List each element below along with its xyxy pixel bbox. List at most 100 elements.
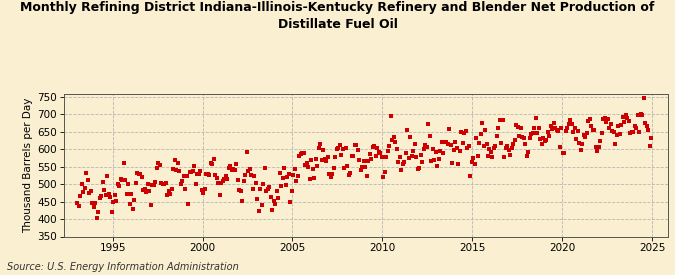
Point xyxy=(394,155,405,159)
Point xyxy=(74,204,84,208)
Point xyxy=(285,199,296,204)
Point xyxy=(537,142,547,147)
Point xyxy=(601,120,612,124)
Point xyxy=(90,201,101,205)
Point xyxy=(295,152,306,156)
Point xyxy=(469,162,480,166)
Point xyxy=(612,133,622,138)
Point xyxy=(351,143,362,147)
Point xyxy=(485,150,496,155)
Point xyxy=(619,120,630,124)
Point xyxy=(622,116,632,120)
Point xyxy=(383,144,394,148)
Point xyxy=(78,190,89,194)
Point xyxy=(639,96,649,101)
Point xyxy=(418,147,429,152)
Point xyxy=(261,189,271,193)
Point xyxy=(526,132,537,136)
Point xyxy=(107,210,117,214)
Point xyxy=(123,182,134,186)
Point xyxy=(474,141,485,145)
Point xyxy=(255,187,266,191)
Point xyxy=(409,142,420,146)
Point xyxy=(284,172,294,176)
Point xyxy=(182,173,192,178)
Point xyxy=(114,183,125,188)
Point xyxy=(352,148,363,152)
Point xyxy=(282,175,293,180)
Point xyxy=(147,183,158,188)
Point xyxy=(178,174,189,178)
Point xyxy=(403,156,414,160)
Point xyxy=(464,174,475,178)
Point xyxy=(408,148,418,153)
Point xyxy=(88,205,99,209)
Point xyxy=(322,155,333,159)
Point xyxy=(219,177,230,182)
Point xyxy=(585,117,595,122)
Point xyxy=(84,191,95,196)
Point xyxy=(544,134,555,139)
Point xyxy=(298,151,309,155)
Point xyxy=(109,193,120,197)
Point xyxy=(610,142,621,147)
Point xyxy=(142,182,153,186)
Point xyxy=(238,179,249,183)
Point xyxy=(172,161,183,165)
Y-axis label: Thousand Barrels per Day: Thousand Barrels per Day xyxy=(23,97,33,233)
Point xyxy=(613,124,624,128)
Point xyxy=(176,182,186,186)
Point xyxy=(454,148,465,153)
Point xyxy=(614,132,625,137)
Point xyxy=(115,177,126,182)
Point xyxy=(616,123,627,127)
Point xyxy=(618,115,628,120)
Point xyxy=(240,172,250,177)
Point xyxy=(334,143,345,148)
Point xyxy=(72,201,83,205)
Point xyxy=(376,155,387,159)
Point xyxy=(478,144,489,148)
Point xyxy=(186,170,196,174)
Point xyxy=(463,144,474,148)
Point xyxy=(511,123,522,127)
Point xyxy=(333,146,344,151)
Point xyxy=(244,166,255,171)
Point xyxy=(304,177,315,181)
Point xyxy=(466,160,477,165)
Point xyxy=(277,176,288,180)
Point xyxy=(570,126,580,130)
Point xyxy=(99,188,110,192)
Point xyxy=(470,136,481,140)
Point xyxy=(315,142,325,146)
Point xyxy=(306,158,317,163)
Point xyxy=(303,165,314,170)
Point xyxy=(265,195,276,199)
Point xyxy=(195,169,206,173)
Point xyxy=(572,129,583,133)
Point xyxy=(264,185,275,189)
Point xyxy=(163,189,174,193)
Point xyxy=(102,174,113,179)
Point xyxy=(566,121,577,126)
Point xyxy=(522,154,533,158)
Point xyxy=(108,199,119,204)
Point xyxy=(493,126,504,130)
Point xyxy=(340,146,351,150)
Point xyxy=(555,145,566,149)
Point xyxy=(355,168,366,172)
Point xyxy=(396,168,406,172)
Point xyxy=(232,178,243,183)
Point xyxy=(297,150,308,155)
Point xyxy=(335,153,346,158)
Point xyxy=(399,160,410,164)
Point xyxy=(427,146,438,151)
Point xyxy=(339,165,350,170)
Point xyxy=(562,126,573,131)
Point xyxy=(222,177,233,182)
Point xyxy=(456,130,466,134)
Point xyxy=(156,180,167,185)
Point xyxy=(246,173,256,177)
Point xyxy=(458,130,469,135)
Point xyxy=(635,112,646,116)
